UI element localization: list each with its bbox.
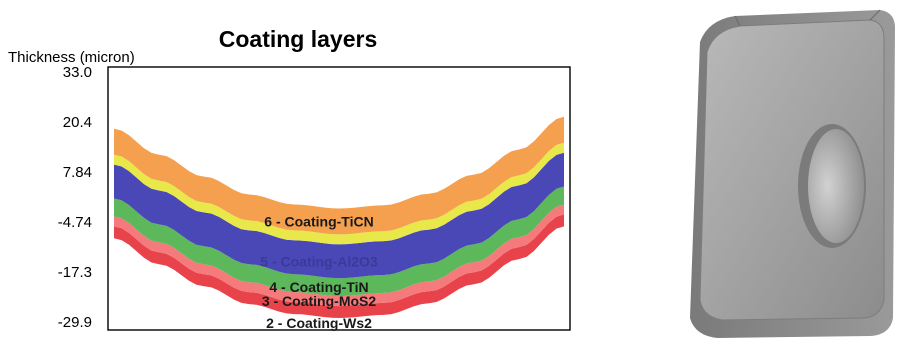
y-ticks: 33.0 20.4 7.84 -4.74 -17.3 -29.9 <box>58 64 92 331</box>
cutting-insert-icon <box>690 9 895 338</box>
coating-band <box>114 116 564 235</box>
y-tick-label: -17.3 <box>58 264 92 281</box>
coating-band <box>114 204 564 307</box>
coating-band <box>114 152 564 279</box>
chart: Coating layers Thickness (micron) 33.0 20… <box>8 26 571 331</box>
coating-band <box>114 186 564 297</box>
chart-title: Coating layers <box>219 26 378 52</box>
layer-label: 6 - Coating-TiCN <box>264 213 373 229</box>
layer-label: 2 - Coating-Ws2 <box>266 315 372 331</box>
coating-band <box>114 142 564 245</box>
y-tick-label: 7.84 <box>63 164 92 181</box>
plot-frame <box>107 66 571 331</box>
layer-label: 4 - Coating-TiN <box>269 279 368 295</box>
layer-label: 5 - Coating-Al2O3 <box>260 253 378 269</box>
y-tick-label: 20.4 <box>63 114 92 131</box>
layer-label: 3 - Coating-MoS2 <box>262 293 377 309</box>
y-tick-label: 33.0 <box>63 64 92 81</box>
y-tick-label: -4.74 <box>58 214 92 231</box>
y-axis-label: Thickness (micron) <box>8 49 135 66</box>
coating-band <box>114 214 564 318</box>
y-tick-label: -29.9 <box>58 314 92 331</box>
plot-area <box>114 116 564 318</box>
